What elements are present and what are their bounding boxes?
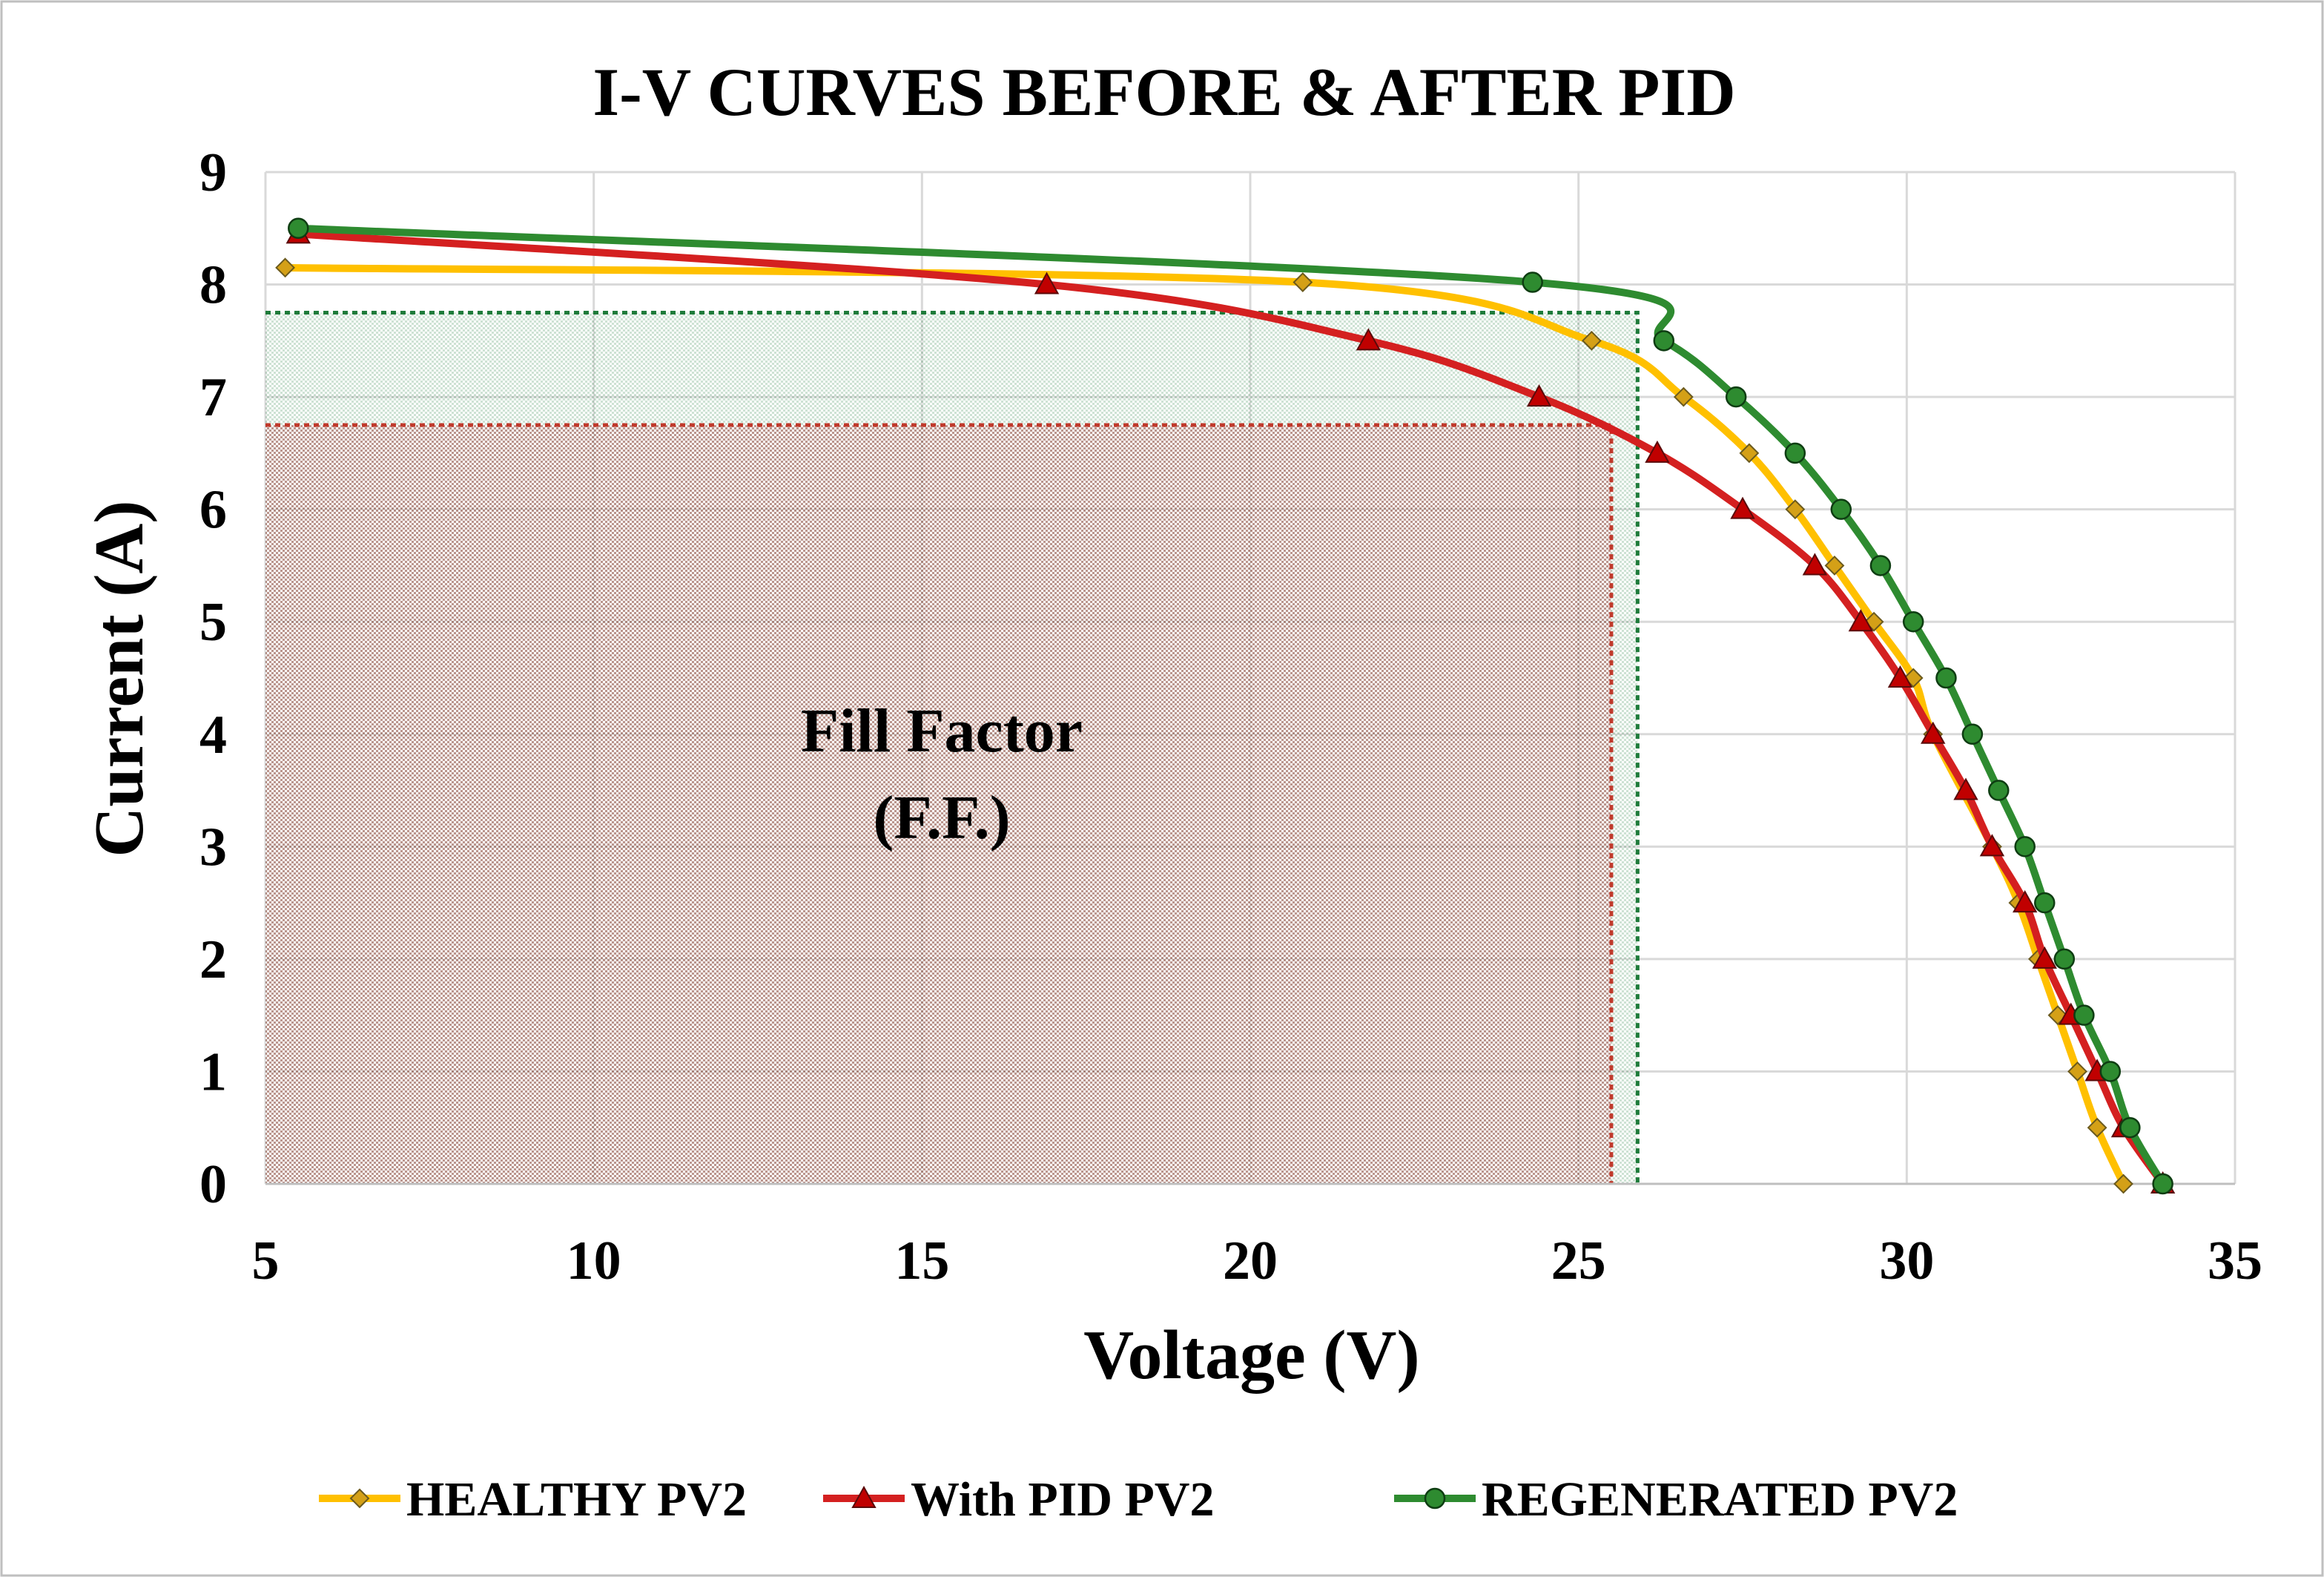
point-regenerated-pv2-15	[2099, 1061, 2122, 1082]
point-regenerated-pv2-1	[1522, 271, 1543, 293]
series-regenerated-pv2	[288, 217, 2173, 1195]
legend-label-with-pid-pv2: With PID PV2	[911, 1472, 1214, 1527]
legend-label-regenerated-pv2: REGENERATED PV2	[1482, 1472, 1958, 1527]
pid-mpp-boundary	[265, 423, 1614, 1184]
point-regenerated-pv2-8	[1935, 667, 1957, 689]
point-with-pid-pv2-11	[1979, 834, 2005, 857]
regenerated-mpp-boundary	[265, 310, 1640, 1184]
point-regenerated-pv2-13	[2053, 948, 2076, 970]
x-tick-label-25: 25	[1551, 1231, 1606, 1291]
point-regenerated-pv2-14	[2073, 1004, 2095, 1026]
point-with-pid-pv2-1	[1034, 271, 1060, 294]
x-tick-label-15: 15	[894, 1231, 949, 1291]
legend-marker-with-pid-pv2	[851, 1485, 877, 1508]
series-with-pid-pv2	[285, 221, 2176, 1194]
legend-marker-healthy-pv2	[349, 1488, 370, 1509]
y-tick-label-9: 9	[199, 142, 227, 203]
y-tick-label-3: 3	[199, 817, 227, 878]
y-tick-label-5: 5	[199, 592, 227, 653]
point-regenerated-pv2-17	[2152, 1173, 2173, 1195]
chart-title: I-V CURVES BEFORE & AFTER PID	[592, 54, 1735, 130]
x-tick-label-30: 30	[1879, 1231, 1934, 1291]
x-axis-title: Voltage (V)	[1083, 1317, 1419, 1394]
point-regenerated-pv2-6	[1869, 555, 1892, 576]
y-axis-title: Current (A)	[81, 500, 158, 857]
fill-factor-label: Fill Factor	[801, 697, 1083, 766]
point-with-pid-pv2-5	[1730, 496, 1755, 519]
legend-item-with-pid-pv2: With PID PV2	[823, 1472, 1214, 1527]
point-with-pid-pv2-12	[2012, 890, 2038, 913]
series-line-regenerated-pv2	[294, 224, 2167, 1188]
legend-item-healthy-pv2: HEALTHY PV2	[319, 1472, 747, 1527]
point-healthy-pv2-0	[275, 257, 295, 278]
point-healthy-pv2-1	[1293, 272, 1313, 292]
legend-marker-regenerated-pv2	[1424, 1487, 1446, 1509]
y-tick-label-7: 7	[199, 367, 227, 428]
point-with-pid-pv2-4	[1645, 440, 1670, 463]
point-healthy-pv2-14	[2067, 1061, 2087, 1081]
point-healthy-pv2-6	[1824, 556, 1845, 576]
x-tick-label-5: 5	[252, 1231, 280, 1291]
y-tick-label-2: 2	[199, 929, 227, 990]
point-with-pid-pv2-13	[2032, 946, 2057, 969]
legend-label-healthy-pv2: HEALTHY PV2	[406, 1472, 747, 1527]
y-tick-label-1: 1	[199, 1041, 227, 1102]
point-regenerated-pv2-0	[288, 217, 309, 240]
x-tick-label-10: 10	[567, 1231, 621, 1291]
point-with-pid-pv2-7	[1848, 609, 1874, 632]
x-tick-label-35: 35	[2208, 1231, 2262, 1291]
y-tick-label-0: 0	[199, 1154, 227, 1215]
point-regenerated-pv2-3	[1725, 386, 1747, 408]
point-with-pid-pv2-3	[1526, 384, 1552, 407]
point-healthy-pv2-4	[1739, 443, 1760, 464]
point-with-pid-pv2-10	[1953, 777, 1978, 800]
point-with-pid-pv2-9	[1921, 721, 1946, 744]
point-regenerated-pv2-16	[2119, 1116, 2141, 1139]
y-tick-label-8: 8	[199, 255, 227, 316]
x-tick-label-20: 20	[1223, 1231, 1278, 1291]
point-with-pid-pv2-6	[1802, 553, 1828, 576]
point-healthy-pv2-5	[1785, 499, 1806, 520]
axes: 5 10 15 20 25 30 35 0 1 2 3 4 5 6 7 8 9	[199, 142, 2262, 1291]
y-tick-label-6: 6	[199, 480, 227, 541]
point-regenerated-pv2-7	[1902, 610, 1924, 633]
legend: HEALTHY PV2 With PID PV2 REGENERATED PV2	[319, 1472, 1958, 1527]
point-healthy-pv2-3	[1673, 386, 1694, 407]
fill-factor-abbrev: (F.F.)	[873, 783, 1010, 852]
point-with-pid-pv2-2	[1356, 328, 1381, 351]
point-regenerated-pv2-12	[2034, 892, 2056, 914]
point-healthy-pv2-2	[1581, 330, 1602, 351]
point-regenerated-pv2-5	[1830, 498, 1852, 520]
legend-item-regenerated-pv2: REGENERATED PV2	[1394, 1472, 1958, 1527]
fill-factor-regions	[265, 310, 1640, 1184]
point-healthy-pv2-16	[2113, 1173, 2133, 1194]
series-line-with-pid-pv2	[294, 230, 2167, 1188]
y-tick-label-4: 4	[199, 705, 227, 766]
point-regenerated-pv2-2	[1653, 330, 1675, 352]
point-regenerated-pv2-4	[1784, 442, 1806, 464]
series-layer	[275, 217, 2176, 1195]
point-healthy-pv2-15	[2087, 1117, 2107, 1138]
point-regenerated-pv2-9	[1961, 723, 1984, 745]
point-regenerated-pv2-11	[2014, 836, 2036, 857]
point-with-pid-pv2-8	[1887, 665, 1913, 688]
point-regenerated-pv2-10	[1988, 780, 2010, 801]
pid-mpp-rect	[265, 425, 1611, 1184]
